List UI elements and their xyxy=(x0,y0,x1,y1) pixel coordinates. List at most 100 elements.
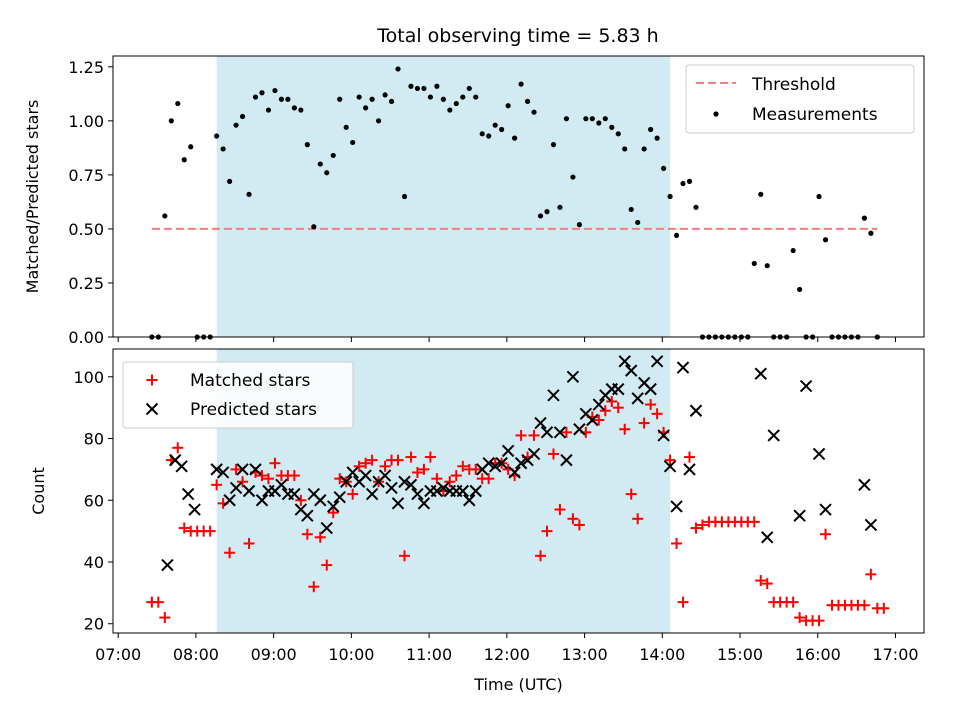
legend-threshold-label: Threshold xyxy=(751,75,836,95)
predicted-star-point xyxy=(560,453,573,467)
measurement-point xyxy=(790,247,796,254)
predicted-star-point xyxy=(175,460,188,473)
top-panel: 0.00 0.25 0.50 0.75 1.00 1.25 Matched/Predict… xyxy=(23,55,925,347)
predicted-star-point xyxy=(378,469,392,482)
predicted-star-point xyxy=(181,487,195,501)
measurement-point xyxy=(764,263,770,269)
predicted-star-point xyxy=(301,509,314,522)
matched-star-point xyxy=(224,547,236,559)
predicted-star-point xyxy=(495,457,508,470)
predicted-star-point xyxy=(754,367,767,380)
y-tick-label: 1.00 xyxy=(68,112,104,131)
matched-star-point xyxy=(243,537,255,549)
predicted-star-point xyxy=(625,364,638,377)
y-tick-label: 100 xyxy=(73,368,104,387)
predicted-star-point xyxy=(333,490,346,504)
predicted-star-point xyxy=(236,463,249,476)
measurement-point xyxy=(168,118,174,124)
measurement-point xyxy=(518,81,524,87)
predicted-star-point xyxy=(683,463,696,476)
matched-star-point xyxy=(567,513,579,525)
predicted-star-point xyxy=(864,518,878,532)
matched-star-point xyxy=(327,507,339,519)
x-tick-label: 07:00 xyxy=(95,645,141,664)
x-axis-label: Time (UTC) xyxy=(473,675,562,694)
measurement-point xyxy=(388,98,395,104)
x-tick-label: 08:00 xyxy=(173,645,219,664)
predicted-star-point xyxy=(275,478,288,492)
measurement-point xyxy=(492,122,498,128)
matched-star-point xyxy=(554,504,566,516)
measurement-point xyxy=(751,260,757,267)
measurement-point xyxy=(466,85,472,92)
predicted-star-point xyxy=(391,497,405,510)
matched-star-point xyxy=(178,522,190,534)
predicted-star-point xyxy=(547,389,560,402)
predicted-star-point xyxy=(242,484,256,498)
matched-star-point xyxy=(314,531,326,543)
matched-star-point xyxy=(353,460,365,472)
matched-star-point xyxy=(677,596,689,608)
measurement-point xyxy=(524,98,531,104)
matched-star-point xyxy=(606,395,618,407)
matched-star-point xyxy=(321,559,333,571)
matched-star-point xyxy=(813,615,825,627)
matched-star-point xyxy=(237,476,249,488)
measurement-point xyxy=(628,206,634,213)
y-tick-label: 0.75 xyxy=(68,166,104,185)
matched-star-point xyxy=(671,537,683,549)
matched-star-point xyxy=(684,451,696,463)
bottom-panel: 20 40 60 80 100 07:00 08:00 09:00 10:00 11:00 12:… xyxy=(29,348,925,694)
measurement-point xyxy=(434,83,440,89)
measurement-point xyxy=(175,100,181,107)
y-tick-label: 60 xyxy=(84,491,104,510)
top-observing-window-shade xyxy=(216,56,671,337)
matched-star-point xyxy=(638,417,650,429)
matched-star-point xyxy=(515,429,527,441)
measurement-point xyxy=(622,146,628,152)
matched-star-point xyxy=(820,528,832,540)
predicted-star-point xyxy=(404,478,418,492)
predicted-star-point xyxy=(534,416,547,430)
legend-plus-marker xyxy=(146,374,158,386)
matched-star-point xyxy=(301,528,313,540)
matched-star-point xyxy=(535,550,547,562)
y-tick-label: 1.25 xyxy=(68,58,104,77)
measurement-point xyxy=(512,135,518,141)
predicted-star-point xyxy=(488,460,502,473)
measurement-point xyxy=(693,204,699,210)
predicted-star-point xyxy=(469,484,482,498)
matched-star-point xyxy=(612,402,624,414)
measurement-point xyxy=(291,105,297,111)
predicted-star-point xyxy=(314,494,327,507)
predicted-star-point xyxy=(255,494,269,507)
measurement-point xyxy=(822,237,829,243)
matched-star-point xyxy=(573,519,585,531)
legend-measurements-label: Measurements xyxy=(752,105,878,125)
matched-star-point xyxy=(288,470,300,482)
matched-star-point xyxy=(619,423,631,435)
measurement-point xyxy=(214,133,220,139)
x-tick-label: 13:00 xyxy=(562,645,608,664)
matched-star-point xyxy=(541,525,553,537)
predicted-star-point xyxy=(398,475,411,488)
matched-star-point xyxy=(865,568,877,580)
x-tick-label: 12:00 xyxy=(484,645,530,664)
y-tick-label: 0.50 xyxy=(68,220,104,239)
measurement-point xyxy=(285,96,291,102)
measurement-point xyxy=(583,116,589,122)
predicted-star-point xyxy=(463,494,476,507)
measurement-point xyxy=(259,90,265,96)
predicted-star-point xyxy=(819,503,832,516)
measurement-point xyxy=(330,152,336,159)
measurement-point xyxy=(395,66,401,72)
x-tick-label: 15:00 xyxy=(717,645,763,664)
matched-star-point xyxy=(794,612,806,624)
matched-star-point xyxy=(172,442,184,454)
predicted-star-point xyxy=(411,487,424,501)
predicted-star-point xyxy=(216,466,230,479)
top-y-axis-label: Matched/Predicted stars xyxy=(23,100,42,294)
measurement-point xyxy=(570,174,576,180)
measurement-point xyxy=(861,215,868,221)
